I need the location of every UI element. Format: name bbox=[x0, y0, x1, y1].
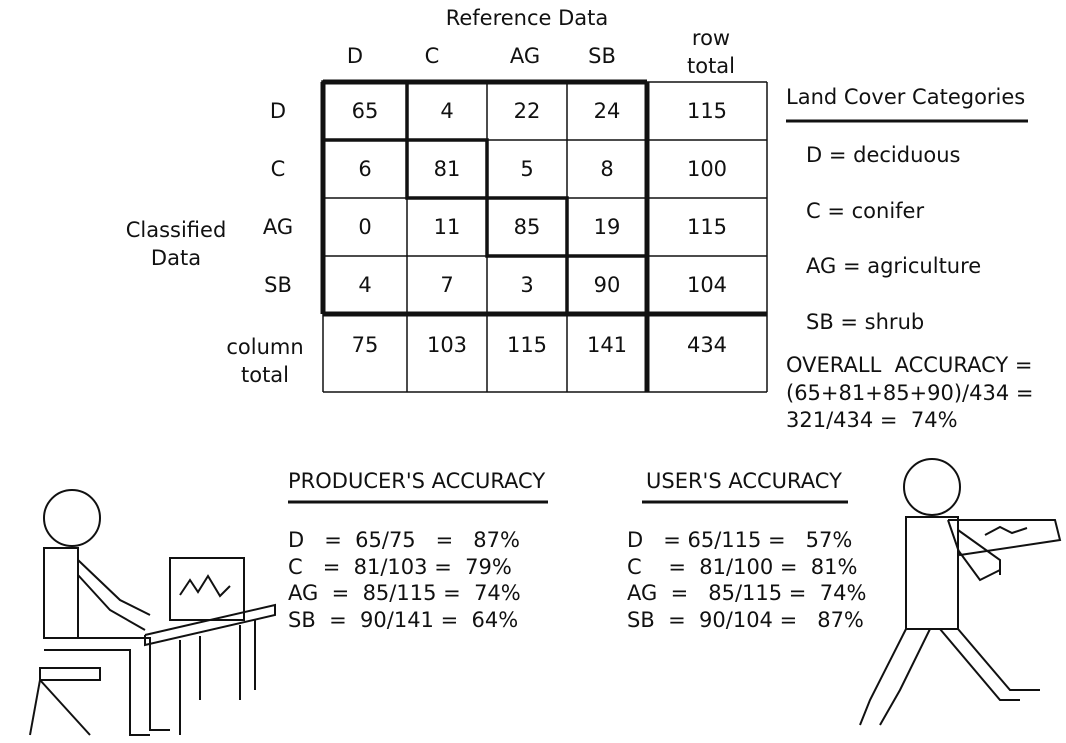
cell-value: 11 bbox=[433, 215, 461, 239]
row-label: D bbox=[269, 99, 287, 123]
cell-value: 5 bbox=[520, 157, 534, 181]
legend-item: D = deciduous bbox=[806, 143, 961, 167]
cell-value: 7 bbox=[440, 273, 454, 297]
column-total: 75 bbox=[351, 333, 379, 357]
cell-value: 8 bbox=[600, 157, 614, 181]
cell-value: 0 bbox=[358, 215, 372, 239]
cell-value: 85 bbox=[513, 215, 541, 239]
users-line: D = 65/115 = 57% bbox=[627, 528, 853, 552]
cell-value: 22 bbox=[513, 99, 541, 123]
seated-figure bbox=[29, 489, 276, 736]
cell-value: 19 bbox=[593, 215, 621, 239]
diagonal-cell bbox=[565, 254, 649, 316]
legend-item: C = conifer bbox=[806, 198, 925, 223]
column-total: 115 bbox=[506, 333, 548, 357]
diagonal-cell bbox=[485, 196, 569, 258]
column-header: SB bbox=[588, 44, 616, 68]
users-line: C = 81/100 = 81% bbox=[627, 554, 858, 579]
diagonal-cell bbox=[321, 80, 409, 142]
row-label: C bbox=[270, 157, 286, 181]
column-header: C bbox=[424, 44, 440, 68]
row-total: 104 bbox=[686, 273, 728, 297]
column-total: 103 bbox=[426, 333, 468, 357]
cell-value: 3 bbox=[520, 273, 534, 297]
producers-title: PRODUCER'S ACCURACY bbox=[288, 469, 546, 493]
legend-item: AG = agriculture bbox=[806, 254, 982, 278]
overall-accuracy: OVERALL ACCURACY = bbox=[786, 353, 1033, 377]
column-header: AG bbox=[509, 44, 541, 68]
cell-value: 65 bbox=[351, 99, 379, 123]
cell-value: 6 bbox=[358, 157, 372, 181]
cell-value: 90 bbox=[593, 273, 621, 297]
users-line: AG = 85/115 = 74% bbox=[627, 581, 867, 605]
classified-label: Classified Data bbox=[125, 218, 227, 270]
row-label: SB bbox=[264, 273, 292, 297]
cell-value: 24 bbox=[593, 99, 621, 123]
overall-accuracy: 321/434 = 74% bbox=[786, 408, 958, 432]
row-label: AG bbox=[262, 215, 294, 239]
column-header: D bbox=[346, 44, 364, 68]
walking-figure bbox=[859, 458, 1062, 726]
row-total: 115 bbox=[686, 99, 728, 123]
grand-total: 434 bbox=[686, 333, 728, 357]
column-total: 141 bbox=[586, 333, 628, 357]
users-title: USER'S ACCURACY bbox=[646, 469, 842, 493]
producers-line: AG = 85/115 = 74% bbox=[288, 581, 521, 605]
cell-value: 4 bbox=[440, 99, 454, 123]
legend-title: Land Cover Categories bbox=[786, 85, 1026, 109]
column-total-label: column total bbox=[226, 335, 304, 387]
producers-line: C = 81/103 = 79% bbox=[288, 554, 512, 579]
producers-line: D = 65/75 = 87% bbox=[288, 528, 520, 552]
row-total: 115 bbox=[686, 215, 728, 239]
legend-item: SB = shrub bbox=[806, 309, 925, 334]
diagonal-cell bbox=[405, 138, 489, 200]
reference-label: Reference Data bbox=[445, 6, 609, 30]
cell-value: 4 bbox=[358, 273, 372, 297]
cell-value: 81 bbox=[433, 157, 461, 181]
overall-accuracy: (65+81+85+90)/434 = bbox=[786, 380, 1034, 405]
producers-line: SB = 90/141 = 64% bbox=[288, 607, 519, 632]
row-total-label: row total bbox=[686, 26, 736, 78]
users-line: SB = 90/104 = 87% bbox=[627, 607, 864, 632]
row-total: 100 bbox=[686, 157, 728, 181]
